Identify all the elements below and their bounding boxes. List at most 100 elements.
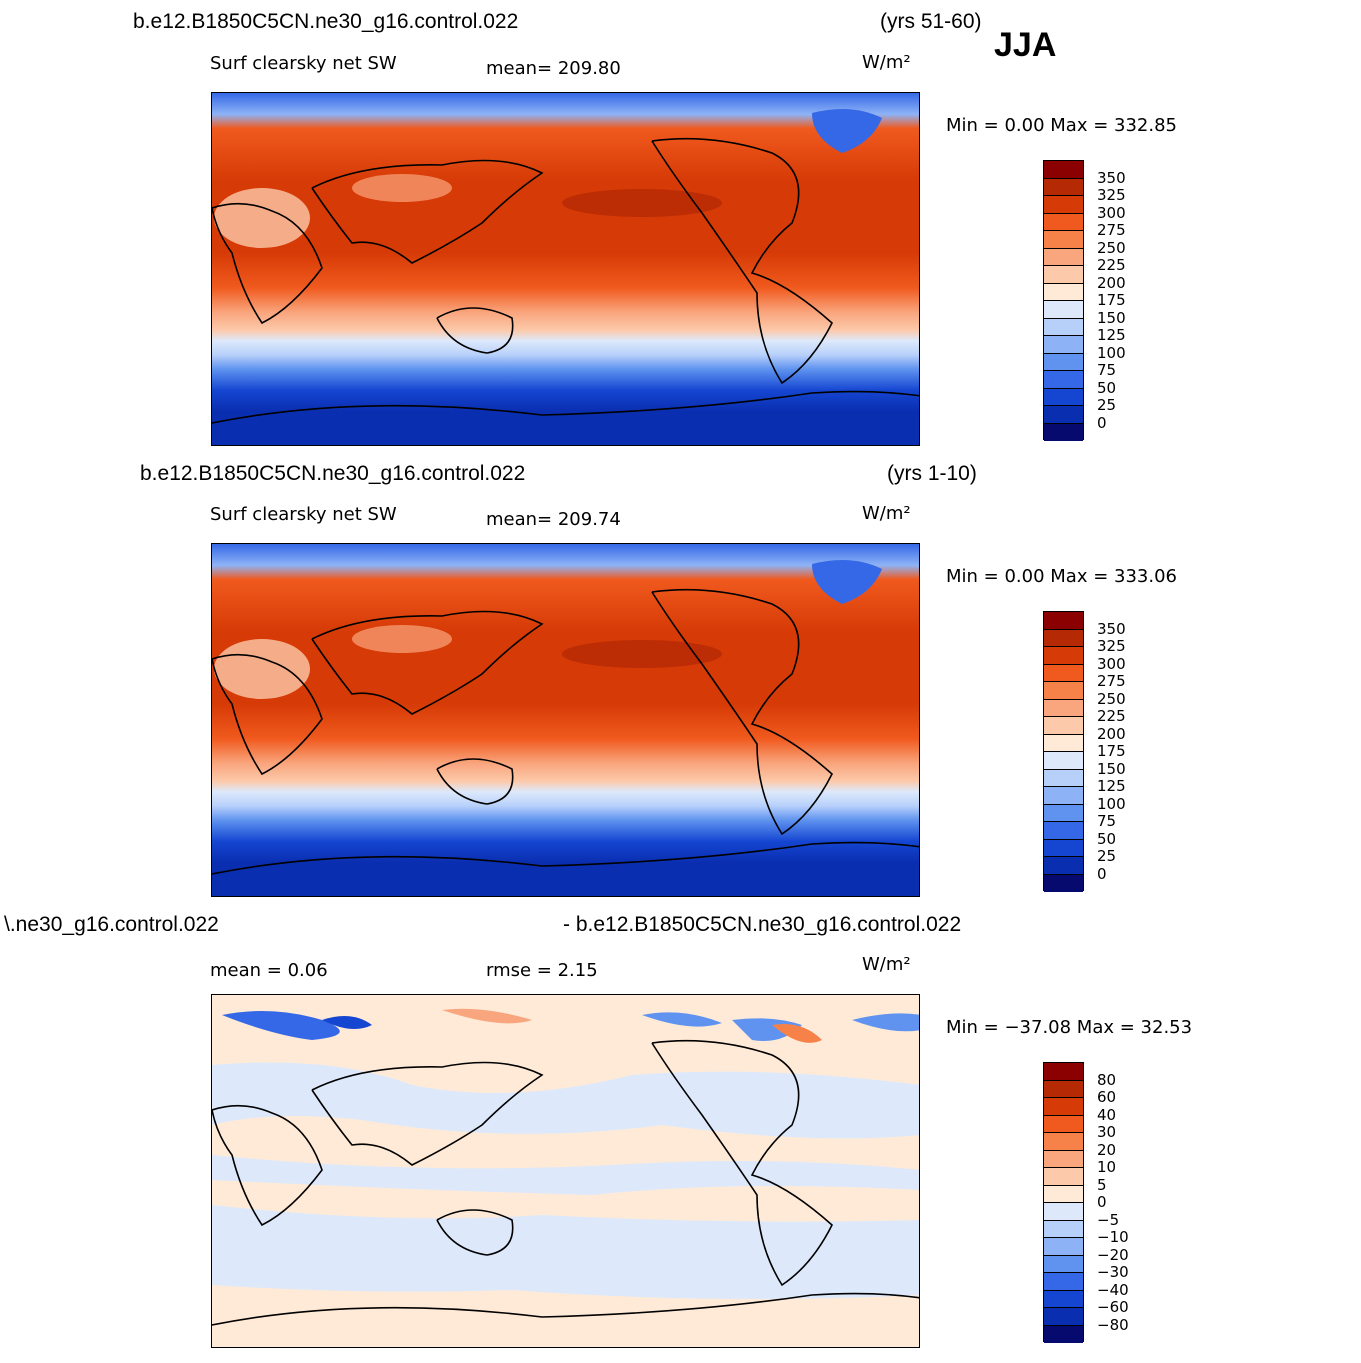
colorbar-swatch — [1044, 629, 1083, 647]
colorbar-tick-label: 100 — [1097, 794, 1126, 813]
panel3-mean: mean = 0.06 — [210, 960, 328, 981]
panel2-colorbar — [1043, 611, 1084, 892]
panel3-map — [211, 994, 920, 1348]
colorbar-tick-label: 175 — [1097, 742, 1126, 760]
colorbar-tick-label: 250 — [1097, 238, 1126, 257]
colorbar-tick-label: 175 — [1097, 291, 1126, 309]
colorbar-tick-label: −80 — [1097, 1315, 1129, 1334]
panel1-colorbar — [1043, 160, 1084, 441]
colorbar-tick-label: 0 — [1097, 1193, 1107, 1211]
colorbar-swatch — [1044, 787, 1083, 805]
panel1-units: W/m² — [862, 52, 911, 73]
colorbar-swatch — [1044, 1063, 1083, 1081]
colorbar-swatch — [1044, 1168, 1083, 1186]
colorbar-tick-label: 200 — [1097, 724, 1126, 743]
panel2-units: W/m² — [862, 503, 911, 524]
colorbar-tick-label: 25 — [1097, 396, 1117, 414]
panel1-map — [211, 92, 920, 446]
colorbar-swatch — [1044, 699, 1083, 717]
colorbar-tick-label: 60 — [1097, 1088, 1117, 1106]
colorbar-tick-label: 300 — [1097, 203, 1126, 222]
colorbar-tick-label: 350 — [1097, 168, 1126, 187]
panel2-map-field — [212, 544, 919, 896]
colorbar-swatch — [1044, 734, 1083, 752]
colorbar-swatch — [1044, 231, 1083, 249]
colorbar-swatch — [1044, 647, 1083, 665]
colorbar-swatch — [1044, 423, 1083, 441]
colorbar-tick-label: 325 — [1097, 186, 1126, 204]
colorbar-swatch — [1044, 769, 1083, 787]
colorbar-swatch — [1044, 1255, 1083, 1273]
colorbar-swatch — [1044, 1185, 1083, 1203]
colorbar-tick-label: 80 — [1097, 1070, 1117, 1089]
colorbar-swatch — [1044, 717, 1083, 735]
panel2-mean: mean= 209.74 — [486, 509, 621, 530]
colorbar-swatch — [1044, 248, 1083, 266]
colorbar-tick-label: 0 — [1097, 413, 1107, 432]
panel3-rmse: rmse = 2.15 — [486, 960, 598, 981]
panel3-map-field — [212, 995, 919, 1347]
colorbar-swatch — [1044, 1308, 1083, 1326]
colorbar-tick-label: 250 — [1097, 689, 1126, 708]
colorbar-tick-label: 10 — [1097, 1158, 1117, 1176]
colorbar-swatch — [1044, 318, 1083, 336]
colorbar-swatch — [1044, 857, 1083, 875]
colorbar-tick-label: 75 — [1097, 361, 1117, 379]
colorbar-swatch — [1044, 822, 1083, 840]
colorbar-tick-label: 50 — [1097, 378, 1117, 397]
colorbar-tick-label: −60 — [1097, 1298, 1129, 1316]
colorbar-tick-label: 125 — [1097, 777, 1126, 795]
panel2-variable: Surf clearsky net SW — [210, 504, 397, 525]
colorbar-swatch — [1044, 371, 1083, 389]
colorbar-tick-label: 40 — [1097, 1105, 1117, 1124]
panel1-years: (yrs 51-60) — [880, 10, 982, 33]
panel1-case-name: b.e12.B1850C5CN.ne30_g16.control.022 — [133, 10, 519, 33]
colorbar-swatch — [1044, 161, 1083, 179]
colorbar-swatch — [1044, 874, 1083, 892]
colorbar-swatch — [1044, 213, 1083, 231]
colorbar-tick-label: 75 — [1097, 812, 1117, 830]
colorbar-swatch — [1044, 1098, 1083, 1116]
colorbar-swatch — [1044, 283, 1083, 301]
colorbar-swatch — [1044, 178, 1083, 196]
colorbar-swatch — [1044, 406, 1083, 424]
colorbar-tick-label: 275 — [1097, 221, 1126, 239]
colorbar-tick-label: −10 — [1097, 1228, 1129, 1246]
panel1-map-field — [212, 93, 919, 445]
panel1-minmax: Min = 0.00 Max = 332.85 — [946, 115, 1177, 136]
colorbar-tick-label: 275 — [1097, 672, 1126, 690]
colorbar-swatch — [1044, 839, 1083, 857]
panel3-case-left: \.ne30_g16.control.022 — [4, 913, 219, 936]
colorbar-swatch — [1044, 1080, 1083, 1098]
colorbar-swatch — [1044, 266, 1083, 284]
colorbar-swatch — [1044, 353, 1083, 371]
colorbar-tick-label: 100 — [1097, 343, 1126, 362]
colorbar-swatch — [1044, 336, 1083, 354]
colorbar-tick-label: −5 — [1097, 1210, 1120, 1229]
colorbar-swatch — [1044, 301, 1083, 319]
colorbar-swatch — [1044, 682, 1083, 700]
panel2-minmax: Min = 0.00 Max = 333.06 — [946, 566, 1177, 587]
colorbar-swatch — [1044, 1290, 1083, 1308]
colorbar-tick-label: 150 — [1097, 759, 1126, 778]
colorbar-tick-label: −30 — [1097, 1263, 1129, 1281]
colorbar-swatch — [1044, 664, 1083, 682]
colorbar-tick-label: 25 — [1097, 847, 1117, 865]
panel2-map — [211, 543, 920, 897]
panel3-units: W/m² — [862, 954, 911, 975]
colorbar-swatch — [1044, 1203, 1083, 1221]
colorbar-swatch — [1044, 196, 1083, 214]
panel2-years: (yrs 1-10) — [887, 462, 977, 485]
colorbar-tick-label: 225 — [1097, 256, 1126, 274]
colorbar-tick-label: 200 — [1097, 273, 1126, 292]
panel3-minmax: Min = −37.08 Max = 32.53 — [946, 1017, 1193, 1038]
panel3-case-right: - b.e12.B1850C5CN.ne30_g16.control.022 — [563, 913, 962, 936]
panel1-mean: mean= 209.80 — [486, 58, 621, 79]
colorbar-tick-label: −20 — [1097, 1245, 1129, 1264]
season-label: JJA — [994, 26, 1057, 64]
colorbar-tick-label: 20 — [1097, 1140, 1117, 1159]
colorbar-swatch — [1044, 1273, 1083, 1291]
panel2-case-name: b.e12.B1850C5CN.ne30_g16.control.022 — [140, 462, 526, 485]
colorbar-tick-label: 350 — [1097, 619, 1126, 638]
colorbar-swatch — [1044, 752, 1083, 770]
